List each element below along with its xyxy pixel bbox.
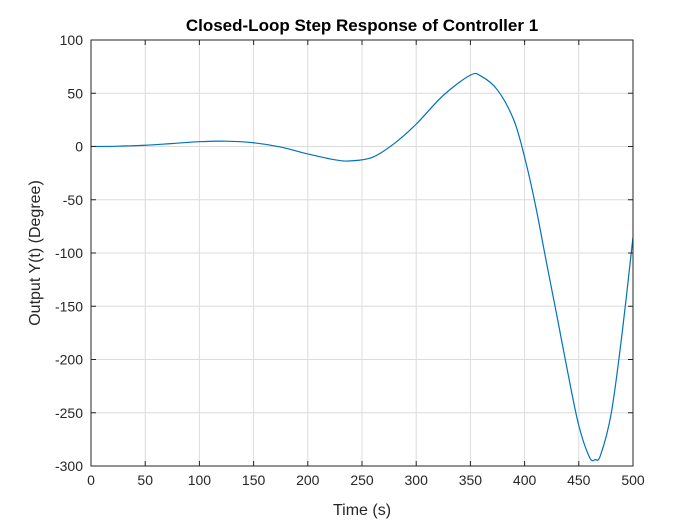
chart-title: Closed-Loop Step Response of Controller … — [186, 16, 538, 35]
x-tick-label: 200 — [296, 472, 320, 488]
y-tick-label: -150 — [55, 298, 83, 314]
y-tick-label: 50 — [67, 85, 83, 101]
data-series — [90, 72, 634, 462]
x-tick-label: 500 — [621, 472, 645, 488]
x-tick-label: 250 — [350, 472, 374, 488]
x-tick-label: 0 — [87, 472, 95, 488]
tick-marks — [90, 39, 634, 467]
y-tick-label: -100 — [55, 245, 83, 261]
series-line — [90, 72, 634, 462]
x-tick-label: 50 — [137, 472, 153, 488]
y-tick-label: -300 — [55, 458, 83, 474]
y-tick-label: -50 — [63, 192, 83, 208]
y-tick-label: -200 — [55, 352, 83, 368]
x-tick-label: 100 — [188, 472, 212, 488]
x-axis-label: Time (s) — [333, 502, 391, 519]
y-tick-label: 0 — [75, 139, 83, 155]
x-tick-label: 300 — [405, 472, 429, 488]
x-tick-label: 450 — [567, 472, 591, 488]
y-tick-labels: 100 50 0 -50 -100 -150 -200 -250 -300 — [55, 32, 83, 474]
x-tick-label: 350 — [459, 472, 483, 488]
x-tick-labels: 0 50 100 150 200 250 300 350 400 450 500 — [87, 472, 645, 488]
y-tick-label: -250 — [55, 405, 83, 421]
y-tick-label: 100 — [60, 32, 84, 48]
x-tick-label: 150 — [242, 472, 266, 488]
y-axis-label: Output Y(t) (Degree) — [27, 180, 44, 326]
x-tick-label: 400 — [513, 472, 537, 488]
